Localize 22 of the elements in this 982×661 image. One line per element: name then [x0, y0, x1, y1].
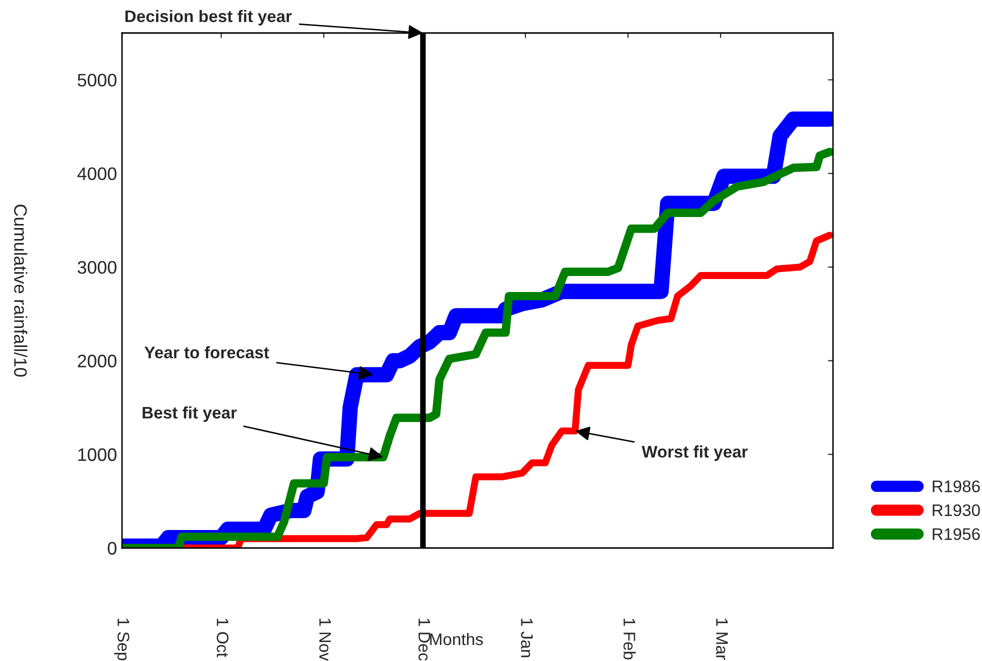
x-tick-label: 1 Dec	[418, 618, 430, 661]
x-tick-label: 1 Sep	[114, 618, 130, 660]
y-tick-label: 1000	[78, 448, 116, 462]
legend-label: R1956	[932, 528, 980, 540]
y-tick-label: 5000	[78, 74, 116, 87]
x-axis-title: Months	[430, 632, 483, 646]
annotation: Worst fit year	[642, 445, 748, 461]
annotation: Best fit year	[142, 406, 237, 422]
x-tick-label: 1 Jan	[520, 618, 533, 658]
legend-label: R1986	[932, 480, 980, 492]
y-tick-label: 4000	[77, 167, 116, 180]
legend-label: R1930	[932, 504, 980, 516]
annotation: Decision best fit year	[125, 10, 292, 26]
y-tick-label: 2000	[78, 354, 116, 368]
x-tick-label: 1 Mar	[716, 618, 728, 660]
x-tick-label: 1 Nov	[319, 618, 331, 661]
x-tick-label: 1 Oct	[216, 618, 229, 658]
y-tick-label: 3000	[78, 261, 116, 274]
y-tick-label: 0	[108, 542, 116, 555]
y-axis-title: Cumulative rainfall/10	[14, 204, 28, 377]
annotation: Year to forecast	[144, 346, 270, 358]
x-tick-label: 1 Feb	[623, 618, 636, 660]
